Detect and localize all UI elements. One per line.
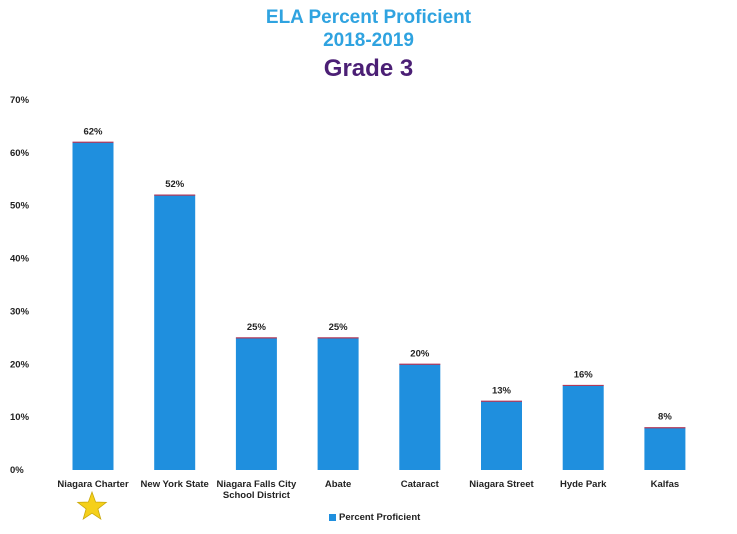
legend-swatch xyxy=(329,514,336,521)
data-label: 20% xyxy=(410,348,430,359)
y-tick-label: 50% xyxy=(10,201,30,212)
data-label: 52% xyxy=(165,179,185,190)
category-label: Niagara Street xyxy=(469,479,534,490)
chart-title-block: ELA Percent Proficient 2018-2019 Grade 3 xyxy=(0,6,737,84)
category-label: New York State xyxy=(141,479,209,490)
y-tick-label: 30% xyxy=(10,306,30,317)
bar xyxy=(399,364,441,470)
chart-subtitle: 2018-2019 xyxy=(323,30,414,51)
category-label: Cataract xyxy=(401,479,440,490)
bar xyxy=(481,401,522,470)
bar xyxy=(562,385,604,470)
category-label: Niagara Charter xyxy=(57,479,129,490)
bar xyxy=(72,142,114,471)
data-label: 8% xyxy=(658,412,672,423)
y-tick-label: 60% xyxy=(10,148,30,159)
data-label: 25% xyxy=(329,322,349,333)
legend: Percent Proficient xyxy=(329,512,420,523)
star-icon xyxy=(76,490,108,521)
category-label: Abate xyxy=(325,479,351,490)
bar xyxy=(317,337,359,470)
y-tick-label: 0% xyxy=(10,465,24,476)
bar xyxy=(235,337,277,470)
category-label: School District xyxy=(223,490,291,501)
chart-title: ELA Percent Proficient xyxy=(265,7,472,28)
category-label: Hyde Park xyxy=(560,479,607,490)
category-label: Niagara Falls City xyxy=(217,479,297,490)
data-label: 25% xyxy=(247,322,267,333)
y-tick-label: 20% xyxy=(10,359,30,370)
y-tick-label: 10% xyxy=(10,412,30,423)
data-label: 13% xyxy=(492,385,512,396)
data-label: 16% xyxy=(574,369,594,380)
legend-label: Percent Proficient xyxy=(339,512,421,523)
bar xyxy=(644,427,686,470)
data-label: 62% xyxy=(83,126,103,137)
category-label: Kalfas xyxy=(651,479,680,490)
y-tick-label: 40% xyxy=(10,254,30,265)
bar xyxy=(154,195,196,470)
y-tick-label: 70% xyxy=(10,95,30,106)
grade-label: Grade 3 xyxy=(323,55,414,82)
